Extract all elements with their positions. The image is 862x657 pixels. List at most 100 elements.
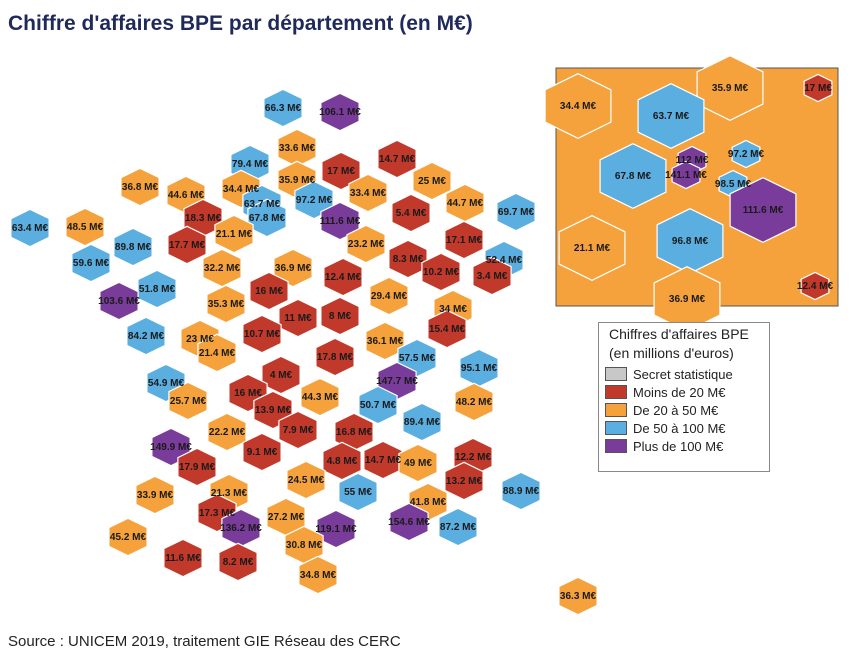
department-value-label: 79.4 M€ (232, 159, 269, 170)
department-value-label: 22.2 M€ (209, 427, 246, 438)
department-area (365, 321, 405, 361)
department-area (300, 377, 340, 417)
department-area (323, 257, 363, 297)
department-value-label: 51.8 M€ (139, 284, 176, 295)
department-value-label: 25.7 M€ (170, 396, 207, 407)
department-area (348, 173, 388, 213)
department-value-label: 14.7 M€ (365, 455, 402, 466)
department-area (472, 256, 512, 296)
department-value-label: 27.2 M€ (268, 512, 305, 523)
department-value-label: 55 M€ (344, 487, 372, 498)
department-value-label: 14.7 M€ (379, 154, 416, 165)
source-note: Source : UNICEM 2019, traitement GIE Rés… (8, 633, 401, 650)
department-area (163, 538, 203, 578)
france-map: 66.3 M€ 106.1 M€ 79.4 M€ 33.6 M€ 17 M€ 14.7 M… (10, 88, 598, 616)
department-value-label: 48.2 M€ (456, 397, 493, 408)
department-value-label: 35.9 M€ (279, 175, 316, 186)
legend-label-50-100: De 50 à 100 M€ (633, 420, 726, 436)
inset-department-area (696, 55, 764, 121)
department-value-label: 36.8 M€ (122, 182, 159, 193)
department-area (315, 337, 355, 377)
department-value-label: 17.3 M€ (199, 508, 236, 519)
department-value-label: 11.6 M€ (165, 553, 201, 564)
department-value-label: 17.7 M€ (169, 240, 206, 251)
department-value-label: 57.5 M€ (399, 353, 436, 364)
legend-label-secret: Secret statistique (633, 366, 733, 382)
department-value-label: 29.4 M€ (371, 291, 408, 302)
legend-item-50-100: De 50 à 100 M€ (599, 419, 769, 437)
department-area (377, 139, 417, 179)
department-value-label: 17.8 M€ (317, 352, 354, 363)
inset-department-area (671, 160, 701, 190)
department-area (369, 276, 409, 316)
department-area (218, 542, 258, 582)
department-value-label: 24.5 M€ (288, 475, 325, 486)
inset-department-area (558, 215, 626, 281)
map-legend: Chiffres d'affaires BPE (en millions d'e… (598, 322, 770, 472)
inset-department-area (800, 271, 830, 301)
department-area (501, 471, 541, 511)
department-value-label: 34.8 M€ (300, 570, 337, 581)
department-value-label: 7.9 M€ (283, 425, 314, 436)
department-area (298, 555, 338, 595)
department-value-label: 45.2 M€ (110, 532, 147, 543)
legend-label-20-50: De 20 à 50 M€ (633, 402, 719, 418)
department-value-label: 17.9 M€ (179, 462, 216, 473)
department-value-label: 10.7 M€ (244, 329, 281, 340)
department-value-label: 33.9 M€ (137, 490, 174, 501)
department-value-label: 15.4 M€ (429, 324, 466, 335)
department-value-label: 95.1 M€ (461, 363, 498, 374)
department-area (167, 225, 207, 265)
department-value-label: 12.4 M€ (325, 272, 362, 283)
department-area (207, 412, 247, 452)
department-value-label: 8.2 M€ (223, 557, 254, 568)
inset-value-label: 96.8 M€ (672, 236, 709, 247)
inset-value-label: 36.9 M€ (669, 294, 706, 305)
department-area (389, 502, 429, 542)
inset-department-area (729, 177, 797, 243)
inset-value-label: 12.4 M€ (797, 281, 834, 292)
department-area (398, 443, 438, 483)
department-area (358, 385, 398, 425)
department-area (438, 507, 478, 547)
department-value-label: 49 M€ (404, 458, 432, 469)
inset-value-label: 35.9 M€ (712, 83, 749, 94)
department-area (263, 88, 303, 128)
department-value-label: 36.1 M€ (367, 336, 404, 347)
department-area (338, 472, 378, 512)
department-area (496, 192, 536, 232)
department-area (168, 381, 208, 421)
department-value-label: 88.9 M€ (503, 486, 540, 497)
inset-department-area (803, 73, 833, 103)
department-area (346, 224, 386, 264)
department-area (249, 271, 289, 311)
legend-swatch-20-50 (605, 403, 627, 417)
map-title: Chiffre d'affaires BPE par département (… (8, 12, 473, 35)
legend-swatch-secret (605, 367, 627, 381)
department-area (444, 220, 484, 260)
department-area (214, 214, 254, 254)
department-area (444, 461, 484, 501)
inset-value-label: 17 M€ (804, 83, 832, 94)
department-value-label: 48.5 M€ (67, 222, 104, 233)
department-area (120, 167, 160, 207)
department-value-label: 84.2 M€ (128, 331, 165, 342)
department-value-label: 17 M€ (327, 166, 355, 177)
department-value-label: 12.2 M€ (455, 452, 492, 463)
department-area (294, 180, 334, 220)
idf-inset-map: 35.9 M€ 17 M€ 34.4 M€ 63.7 M€ 97.2 M€ 112 M€ 6… (544, 55, 839, 332)
department-area (261, 355, 301, 395)
department-value-label: 44.6 M€ (168, 190, 205, 201)
department-value-label: 5.4 M€ (396, 208, 427, 219)
department-value-label: 67.8 M€ (249, 213, 286, 224)
department-area (10, 208, 50, 248)
department-area (320, 296, 360, 336)
department-value-label: 63.4 M€ (12, 223, 49, 234)
department-area (242, 432, 282, 472)
department-value-label: 8 M€ (329, 311, 352, 322)
legend-item-20-50: De 20 à 50 M€ (599, 401, 769, 419)
department-value-label: 89.8 M€ (115, 242, 152, 253)
department-value-label: 16 M€ (234, 388, 262, 399)
department-value-label: 54.9 M€ (148, 378, 185, 389)
department-value-label: 34.4 M€ (223, 184, 260, 195)
